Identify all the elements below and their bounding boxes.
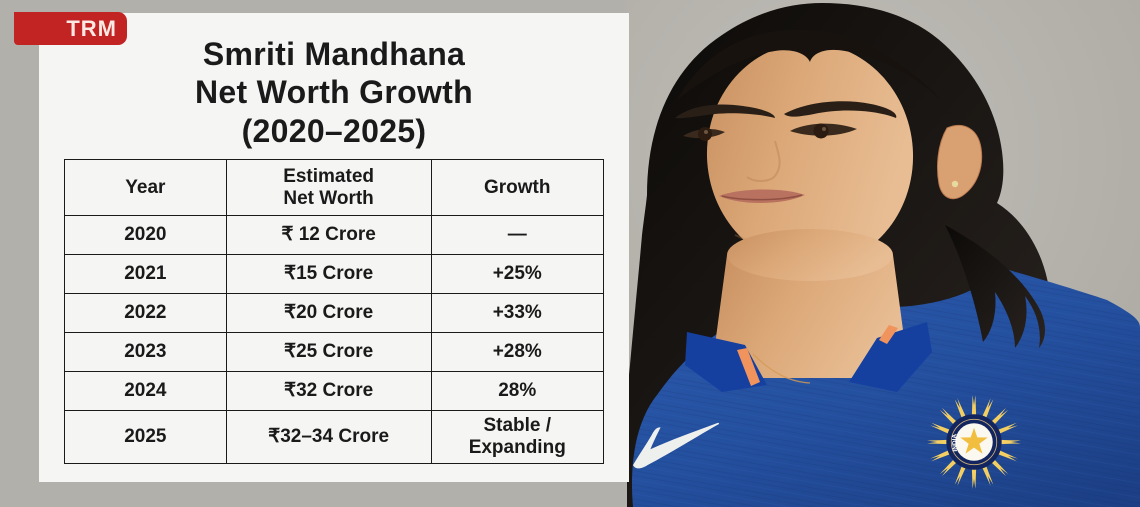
svg-text:INDIA: INDIA (951, 433, 959, 451)
